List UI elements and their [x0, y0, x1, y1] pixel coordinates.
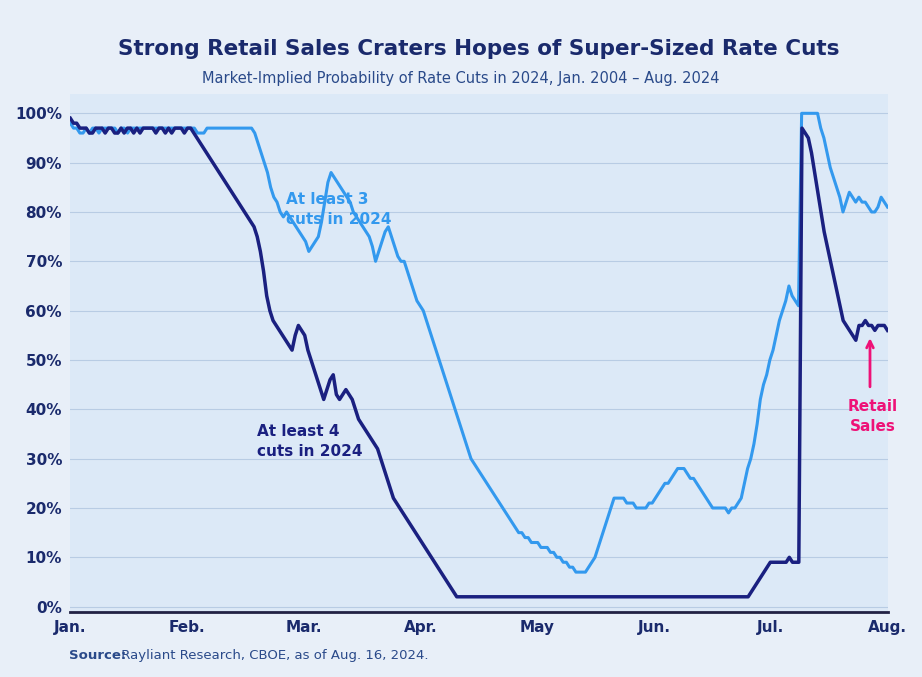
Text: Rayliant Research, CBOE, as of Aug. 16, 2024.: Rayliant Research, CBOE, as of Aug. 16, …: [117, 649, 429, 662]
Text: Source:: Source:: [69, 649, 126, 662]
Text: Market-Implied Probability of Rate Cuts in 2024, Jan. 2004 – Aug. 2024: Market-Implied Probability of Rate Cuts …: [202, 71, 720, 86]
Text: At least 3
cuts in 2024: At least 3 cuts in 2024: [287, 192, 392, 227]
Text: Retail
Sales: Retail Sales: [847, 399, 897, 434]
Text: At least 4
cuts in 2024: At least 4 cuts in 2024: [257, 424, 362, 459]
Title: Strong Retail Sales Craters Hopes of Super-Sized Rate Cuts: Strong Retail Sales Craters Hopes of Sup…: [118, 39, 840, 59]
